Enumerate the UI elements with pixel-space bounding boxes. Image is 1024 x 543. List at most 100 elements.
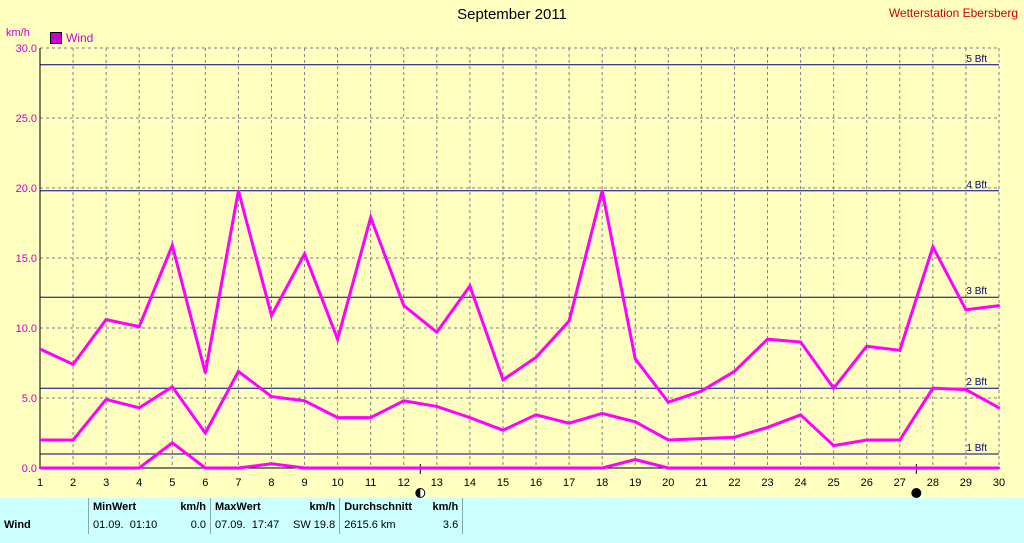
data-point-mean xyxy=(733,436,736,439)
data-point-max xyxy=(138,325,141,328)
stats-max-time: 17:47 xyxy=(251,519,280,531)
x-tick-label: 7 xyxy=(235,477,241,489)
data-point-max xyxy=(832,387,835,390)
stats-min-value: 0.0 xyxy=(190,519,206,531)
data-point-max xyxy=(898,349,901,352)
x-tick-label: 19 xyxy=(629,477,641,489)
x-tick-label: 5 xyxy=(169,477,175,489)
data-point-mean xyxy=(270,395,273,398)
data-point-min xyxy=(369,466,372,470)
data-point-mean xyxy=(237,370,240,373)
x-tick-label: 13 xyxy=(431,477,443,489)
data-point-mean xyxy=(468,416,472,419)
data-point-max xyxy=(336,338,339,341)
series-line-mean xyxy=(40,369,1000,448)
beaufort-label: 5 Bft xyxy=(966,54,987,65)
data-point-min xyxy=(733,466,736,470)
x-tick-label: 23 xyxy=(761,477,773,489)
data-point-min xyxy=(700,466,703,470)
data-point-min xyxy=(204,466,207,470)
data-point-min xyxy=(402,466,405,470)
x-tick-label: 29 xyxy=(960,477,972,489)
data-point-min xyxy=(865,466,868,470)
data-point-min xyxy=(997,466,1001,470)
x-tick-label: 24 xyxy=(794,477,806,489)
data-point-max xyxy=(964,308,968,311)
data-point-mean xyxy=(634,420,637,423)
stats-row-label: Wind xyxy=(4,519,31,531)
data-point-min xyxy=(600,466,604,470)
data-point-mean xyxy=(336,416,339,419)
data-point-mean xyxy=(71,438,75,442)
x-tick-label: 2 xyxy=(70,477,76,489)
data-point-mean xyxy=(997,406,1001,409)
data-point-mean xyxy=(171,385,174,388)
data-point-mean xyxy=(303,399,306,402)
data-point-min xyxy=(468,466,472,470)
y-tick-label: 25.0 xyxy=(16,113,37,125)
data-point-max xyxy=(567,319,571,323)
data-point-min xyxy=(534,466,538,470)
stats-header-min-unit: km/h xyxy=(180,501,206,513)
data-point-max xyxy=(435,331,439,334)
stats-max-dirval: SW 19.8 xyxy=(289,516,340,534)
data-point-mean xyxy=(435,405,439,408)
data-point-max xyxy=(369,216,372,219)
data-point-min xyxy=(171,441,174,444)
x-tick-label: 9 xyxy=(301,477,307,489)
data-point-min xyxy=(71,466,75,470)
data-point-mean xyxy=(38,438,42,442)
data-point-min xyxy=(38,466,42,470)
data-point-min xyxy=(104,466,108,470)
data-point-mean xyxy=(667,438,670,442)
x-tick-label: 21 xyxy=(695,477,707,489)
data-point-max xyxy=(634,357,637,360)
x-tick-label: 3 xyxy=(103,477,109,489)
data-point-min xyxy=(435,466,439,470)
stats-header-row: MinWert km/h MaxWert km/h Durchschnitt k… xyxy=(0,498,472,516)
stats-distance: 2615.6 km xyxy=(339,516,419,534)
x-tick-label: 28 xyxy=(927,477,939,489)
x-tick-label: 20 xyxy=(662,477,674,489)
y-tick-label: 10.0 xyxy=(16,323,37,335)
stats-header-min: MinWert xyxy=(88,498,162,516)
data-point-max xyxy=(171,244,174,247)
data-point-min xyxy=(303,466,306,470)
stats-header-end xyxy=(462,498,472,516)
data-point-max xyxy=(600,189,604,192)
x-tick-label: 12 xyxy=(398,477,410,489)
data-point-min xyxy=(766,466,769,470)
stats-avg-value: 3.6 xyxy=(442,519,459,531)
x-tick-label: 25 xyxy=(828,477,840,489)
stats-min-datetime: 01.09. 01:10 xyxy=(88,516,162,534)
stats-header-max-unit: km/h xyxy=(309,501,336,513)
data-point-max xyxy=(402,304,405,307)
x-tick-label: 22 xyxy=(728,477,740,489)
y-tick-label: 0.0 xyxy=(22,463,37,475)
data-point-max xyxy=(799,340,802,344)
data-point-max xyxy=(38,347,42,351)
x-tick-label: 26 xyxy=(861,477,873,489)
beaufort-label: 1 Bft xyxy=(966,443,987,454)
table-row: Wind 01.09. 01:10 0.0 07.09. 17:47 SW 19… xyxy=(0,516,472,534)
data-point-min xyxy=(138,466,141,470)
y-tick-label: 5.0 xyxy=(22,393,37,405)
data-point-min xyxy=(501,466,505,470)
y-tick-label: 20.0 xyxy=(16,183,37,195)
data-point-min xyxy=(336,466,339,470)
data-point-min xyxy=(634,458,637,461)
data-point-min xyxy=(931,466,935,470)
stats-max-datetime: 07.09. 17:47 xyxy=(210,516,289,534)
data-point-max xyxy=(931,245,935,248)
data-point-max xyxy=(700,389,703,393)
data-point-mean xyxy=(138,406,141,409)
stats-footer: MinWert km/h MaxWert km/h Durchschnitt k… xyxy=(0,498,1024,543)
y-tick-label: 15.0 xyxy=(16,253,37,265)
stats-row-end xyxy=(462,516,472,534)
beaufort-label: 4 Bft xyxy=(966,180,987,191)
stats-header-avg-unit: km/h xyxy=(432,501,459,513)
x-tick-label: 11 xyxy=(365,477,376,489)
x-tick-label: 14 xyxy=(464,477,476,489)
series-line-max xyxy=(39,190,1000,404)
stats-max-direction: SW xyxy=(293,519,311,531)
